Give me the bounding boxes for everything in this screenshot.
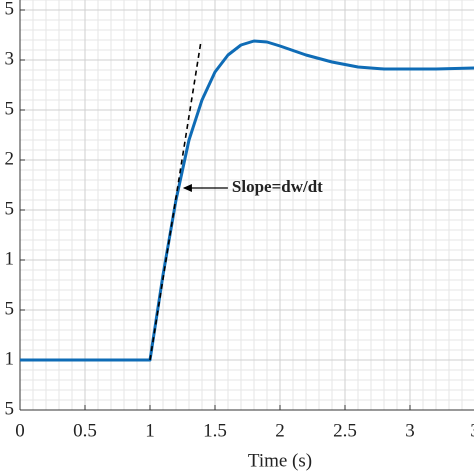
y-tick-label: 1 [5,248,15,269]
y-tick-label: 5 [5,398,15,419]
annotation-arrowhead [182,184,192,192]
x-tick-label: 2.5 [333,420,357,441]
x-tick-label: 0.5 [73,420,97,441]
y-tick-label: 5 [5,298,15,319]
x-tick-label: 1 [145,420,155,441]
x-tick-label: 1.5 [203,420,227,441]
y-tick-label: 5 [5,98,15,119]
y-tick-label: 5 [5,0,15,19]
y-tick-label: 1 [5,348,15,369]
y-tick-label: 2 [5,148,15,169]
x-tick-label: 0 [15,420,25,441]
x-tick-label: 3 [470,420,474,441]
x-tick-label: 2 [275,420,285,441]
y-tick-label: 5 [5,198,15,219]
x-axis-label: Time (s) [248,450,312,471]
x-tick-label: 3 [405,420,415,441]
annotation: Slope=dw/dt [232,177,323,196]
y-tick-label: 3 [5,48,15,69]
